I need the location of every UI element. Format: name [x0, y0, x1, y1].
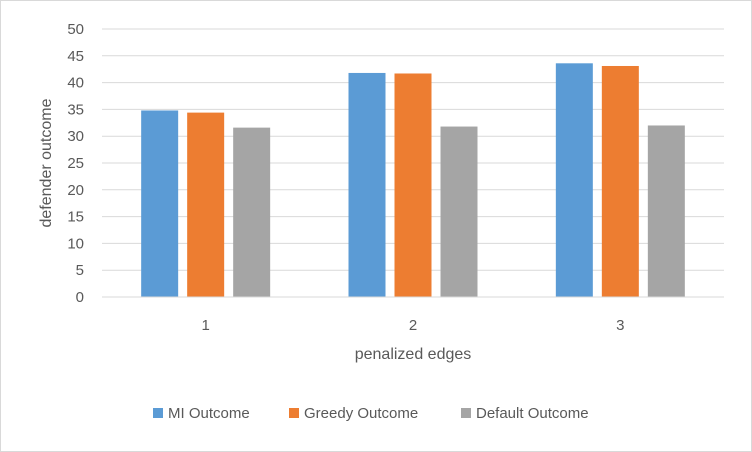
y-tick-label: 0	[76, 289, 84, 306]
bar-default-outcome-1	[233, 127, 271, 298]
y-tick-label: 40	[67, 75, 84, 92]
x-tick-label: 1	[201, 317, 209, 334]
legend: MI Outcome Greedy Outcome Default Outcome	[153, 405, 589, 422]
x-tick-label: 2	[409, 317, 417, 334]
x-axis-title: penalized edges	[355, 346, 472, 363]
bar-default-outcome-2	[440, 126, 478, 297]
x-axis-ticks: 1 2 3	[201, 317, 624, 334]
bar-mi-outcome-1	[141, 110, 179, 297]
y-tick-label: 35	[67, 101, 84, 118]
y-axis-title: defender outcome	[38, 98, 55, 227]
y-axis-ticks: 0 5 10 15 20 25 30 35 40 45 50	[67, 21, 84, 306]
bar-default-outcome-3	[647, 125, 685, 297]
x-tick-label: 3	[616, 317, 624, 334]
y-tick-label: 45	[67, 48, 84, 65]
bar-mi-outcome-2	[348, 72, 386, 298]
legend-swatch	[153, 408, 163, 418]
bars	[141, 63, 685, 298]
bar-mi-outcome-3	[555, 63, 593, 297]
y-tick-label: 30	[67, 128, 84, 145]
y-tick-label: 10	[67, 235, 84, 252]
legend-label: MI Outcome	[168, 405, 250, 422]
legend-label: Default Outcome	[476, 405, 589, 422]
y-tick-label: 15	[67, 209, 84, 226]
y-tick-label: 20	[67, 182, 84, 199]
y-tick-label: 25	[67, 155, 84, 172]
bar-greedy-outcome-1	[187, 112, 225, 297]
y-tick-label: 5	[76, 262, 84, 279]
legend-swatch	[289, 408, 299, 418]
bar-greedy-outcome-3	[601, 65, 639, 297]
y-tick-label: 50	[67, 21, 84, 38]
bar-greedy-outcome-2	[394, 73, 432, 297]
legend-swatch	[461, 408, 471, 418]
legend-label: Greedy Outcome	[304, 405, 418, 422]
